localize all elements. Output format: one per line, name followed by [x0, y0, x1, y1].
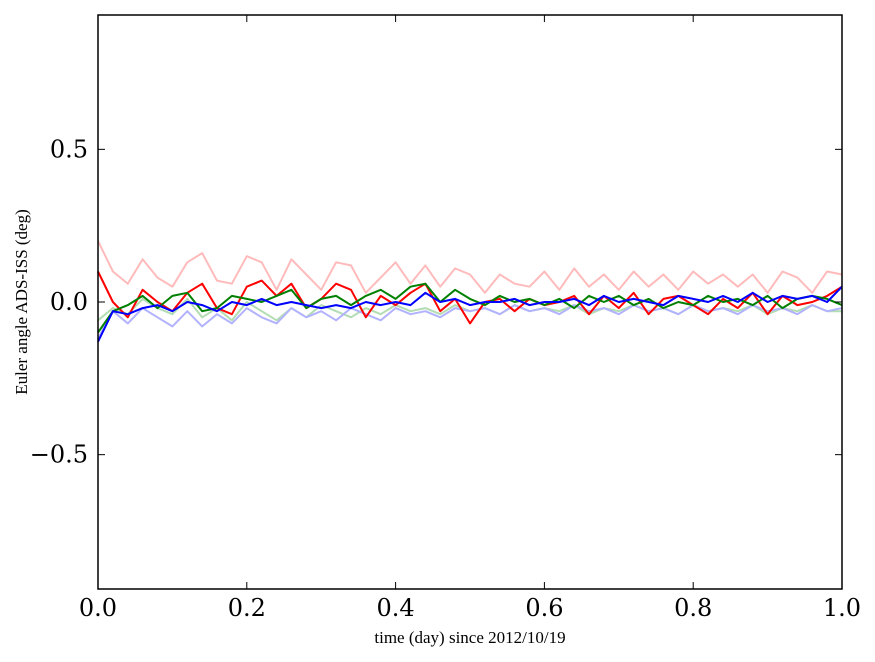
x-axis-label: time (day) since 2012/10/19 [374, 628, 565, 647]
y-tick-label: 0.0 [50, 288, 88, 316]
tick-layer: 0.0 0.2 0.4 0.6 0.8 1.0 0.5 0.0 −0.5 [30, 15, 861, 622]
x-tick-label: 0.2 [228, 594, 266, 622]
series-line-green [97, 282, 843, 334]
x-tick-label: 0.8 [674, 594, 712, 622]
x-tick-label: 0.4 [377, 594, 415, 622]
y-tick-label: 0.5 [50, 135, 88, 163]
y-axis-label: Euler angle ADS-ISS (deg) [12, 209, 31, 395]
series-line-blue [97, 286, 843, 343]
series-layer [97, 240, 843, 343]
y-tick-label: −0.5 [30, 441, 88, 469]
series-line-light-blue [97, 304, 843, 340]
series-line-red [97, 271, 843, 325]
x-tick-label: 0.6 [525, 594, 563, 622]
series-line-light-red [97, 240, 843, 294]
plot-frame [97, 14, 843, 590]
x-tick-label: 0.0 [79, 594, 117, 622]
x-tick-label: 1.0 [823, 594, 861, 622]
